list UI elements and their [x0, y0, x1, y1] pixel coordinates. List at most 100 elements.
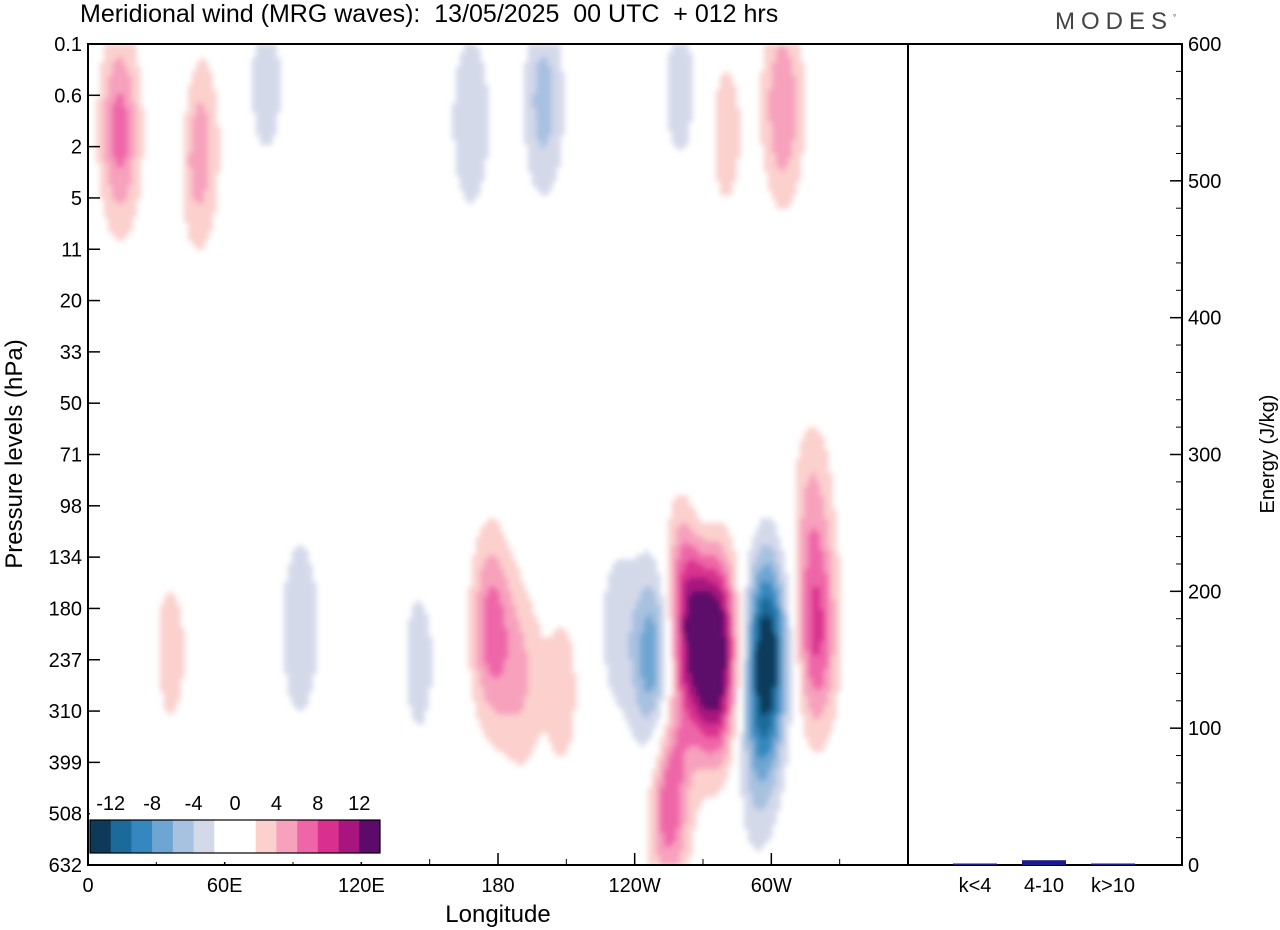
heatmap-cell [500, 677, 505, 684]
heatmap-cell [476, 614, 481, 620]
heatmap-cell [788, 144, 793, 150]
heatmap-cell [776, 536, 781, 542]
heatmap-cell [184, 162, 189, 168]
heatmap-cell [720, 563, 725, 570]
heatmap-cell [800, 449, 805, 456]
heatmap-cell [108, 112, 113, 118]
heatmap-cell [804, 591, 809, 597]
heatmap-cell [784, 203, 789, 209]
heatmap-cell [460, 171, 465, 177]
heatmap-cell [812, 463, 817, 469]
heatmap-cell [532, 668, 537, 675]
heatmap-cell [792, 180, 797, 186]
heatmap-cell [264, 135, 269, 141]
heatmap-cell [708, 568, 713, 574]
heatmap-cell [116, 226, 121, 232]
heatmap-cell [468, 595, 473, 602]
heatmap-cell [824, 664, 829, 670]
heatmap-cell [472, 563, 477, 570]
heatmap-cell [616, 664, 621, 670]
heatmap-cell [132, 153, 137, 159]
heatmap-cell [836, 659, 841, 665]
heatmap-cell [744, 627, 749, 633]
heatmap-cell [548, 641, 553, 647]
heatmap-cell [548, 130, 553, 136]
heatmap-cell [812, 522, 817, 529]
heatmap-cell [312, 600, 317, 606]
heatmap-cell [408, 618, 413, 624]
heatmap-cell [684, 655, 689, 661]
heatmap-cell [300, 609, 305, 615]
heatmap-cell [760, 75, 765, 82]
heatmap-cell [264, 103, 269, 109]
heatmap-cell [648, 577, 653, 583]
heatmap-cell [760, 139, 765, 145]
heatmap-cell [256, 57, 261, 63]
heatmap-cell [720, 80, 725, 86]
heatmap-cell [488, 541, 493, 547]
heatmap-cell [184, 180, 189, 186]
heatmap-cell [524, 627, 529, 633]
heatmap-cell [296, 605, 301, 611]
heatmap-cell [184, 112, 189, 118]
heatmap-cell [824, 623, 829, 629]
heatmap-cell [752, 682, 757, 688]
heatmap-cell [264, 85, 269, 91]
heatmap-cell [196, 199, 201, 205]
heatmap-cell [100, 107, 105, 114]
heatmap-cell [732, 668, 737, 675]
heatmap-cell [768, 153, 773, 159]
heatmap-cell [124, 221, 129, 228]
heatmap-cell [540, 641, 545, 647]
heatmap-cell [824, 605, 829, 611]
heatmap-cell [136, 121, 141, 127]
heatmap-cell [700, 623, 705, 629]
heatmap-cell [104, 53, 109, 59]
heatmap-cell [292, 650, 297, 656]
heatmap-cell [132, 158, 137, 164]
heatmap-cell [784, 130, 789, 136]
heatmap-cell [408, 623, 413, 629]
heatmap-cell [416, 623, 421, 629]
heatmap-cell [272, 126, 277, 132]
heatmap-cell [536, 130, 541, 136]
heatmap-cell [472, 176, 477, 182]
heatmap-cell [204, 212, 209, 218]
heatmap-cell [780, 664, 785, 670]
heatmap-cell [212, 180, 217, 186]
heatmap-cell [780, 85, 785, 91]
heatmap-cell [760, 605, 765, 611]
heatmap-cell [160, 636, 165, 643]
heatmap-cell [520, 595, 525, 602]
heatmap-cell [696, 545, 701, 551]
heatmap-cell [480, 627, 485, 633]
heatmap-cell [736, 646, 741, 652]
heatmap-cell [464, 121, 469, 127]
heatmap-cell [808, 454, 813, 460]
heatmap-cell [300, 545, 305, 551]
heatmap-cell [836, 577, 841, 583]
heatmap-cell [108, 226, 113, 232]
heatmap-cell [136, 158, 141, 164]
heatmap-cell [828, 477, 833, 483]
heatmap-cell [192, 135, 197, 141]
heatmap-cell [136, 194, 141, 200]
heatmap-cell [772, 559, 777, 565]
heatmap-cell [716, 527, 721, 533]
heatmap-cell [684, 126, 689, 132]
heatmap-cell [680, 98, 685, 104]
heatmap-cell [100, 75, 105, 82]
heatmap-cell [676, 563, 681, 570]
heatmap-cell [468, 107, 473, 114]
heatmap-cell [808, 431, 813, 437]
heatmap-cell [788, 189, 793, 196]
heatmap-cell [500, 586, 505, 592]
heatmap-cell [308, 609, 313, 615]
heatmap-cell [540, 189, 545, 196]
heatmap-cell [552, 682, 557, 688]
heatmap-cell [304, 623, 309, 629]
heatmap-cell [264, 62, 269, 68]
heatmap-cell [260, 121, 265, 127]
heatmap-cell [808, 486, 813, 492]
heatmap-cell [524, 71, 529, 77]
